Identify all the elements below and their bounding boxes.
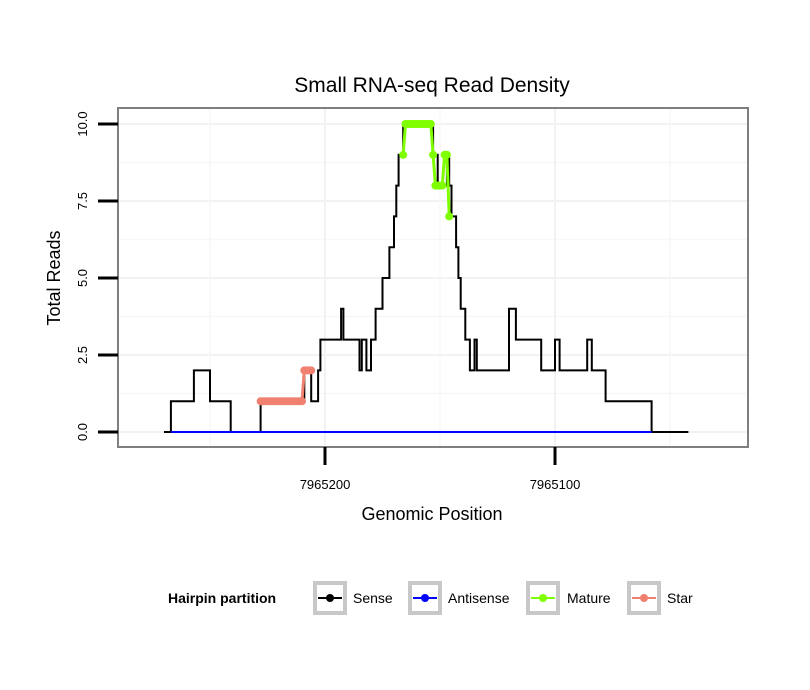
x-tick-label: 7965200 (300, 477, 351, 492)
y-axis-title: Total Reads (44, 230, 64, 325)
legend-label: Star (667, 590, 693, 606)
legend-key-point (640, 594, 648, 602)
series-layer (164, 120, 689, 433)
chart-title: Small RNA-seq Read Density (294, 74, 570, 97)
legend-item-mature: Mature (526, 581, 611, 615)
legend-title: Hairpin partition (168, 590, 276, 606)
point-star (307, 366, 316, 375)
y-tick-label: 0.0 (75, 423, 90, 441)
y-tick-label: 7.5 (75, 192, 90, 210)
point-mature (426, 120, 435, 128)
legend-key-point (326, 594, 334, 602)
point-mature (445, 212, 454, 221)
legend-key-point (539, 594, 547, 602)
y-tick-label: 5.0 (75, 269, 90, 287)
point-star (298, 397, 306, 406)
legend-item-star: Star (627, 581, 693, 615)
point-mature (429, 150, 438, 159)
legend-key-point (421, 594, 429, 602)
legend-label: Sense (353, 590, 393, 606)
legend-label: Antisense (448, 590, 510, 606)
point-mature (438, 181, 447, 190)
point-mature (442, 150, 451, 159)
point-mature (399, 150, 408, 159)
y-tick-label: 10.0 (75, 111, 90, 136)
x-tick-label: 7965100 (530, 477, 581, 492)
axes-layer: 0.0 2.5 5.0 7.5 10.0 7965200 7965100 (75, 107, 749, 492)
legend-item-sense: Sense (313, 581, 393, 615)
legend-label: Mature (567, 590, 611, 606)
y-tick-label: 2.5 (75, 346, 90, 364)
legend-item-antisense: Antisense (408, 581, 510, 615)
x-axis-title: Genomic Position (361, 504, 502, 524)
legend: Hairpin partition Sense Antisense Mature St… (168, 581, 693, 615)
